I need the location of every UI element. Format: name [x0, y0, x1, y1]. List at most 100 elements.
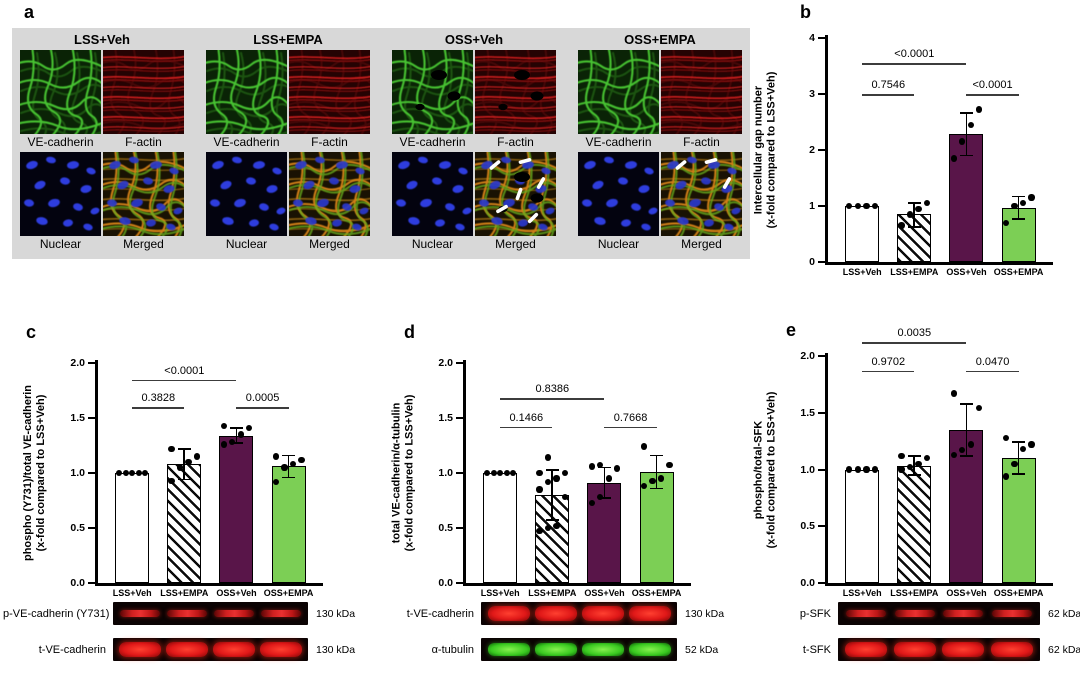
panel-label-a: a — [24, 2, 35, 22]
molecular-weight-label: 130 kDa — [316, 643, 356, 656]
data-point — [561, 469, 569, 477]
error-bar — [183, 448, 186, 480]
significance-bracket — [966, 370, 1019, 373]
x-category-label: LSS+EMPA — [890, 588, 939, 598]
error-bar-cap — [1012, 473, 1026, 475]
error-bar-cap — [959, 402, 973, 405]
bar-chart-phospho-sfk: 0.0035 0.9702 0.0470 0.0 0.5 1.0 1.5 2.0 phospho… — [752, 327, 1053, 598]
y-tick — [456, 582, 463, 584]
blot-band — [212, 642, 255, 657]
tile-row — [20, 152, 184, 236]
y-tick-label: 2 — [809, 144, 815, 156]
channel-label: Nuclear — [411, 237, 454, 251]
x-category-label: OSS+Veh — [946, 588, 987, 598]
data-point — [289, 461, 297, 468]
merged-image — [103, 152, 184, 236]
x-category-label: OSS+Veh — [216, 588, 257, 598]
blot-strip — [481, 602, 677, 625]
blot-band — [991, 610, 1032, 617]
channel-label: F-actin — [683, 135, 720, 149]
error-bar — [965, 403, 968, 456]
data-point — [898, 452, 905, 460]
error-bar — [1017, 442, 1020, 475]
y-tick — [818, 37, 825, 39]
data-point — [597, 494, 604, 501]
channel-label-row: VE-cadherin F-actin — [392, 134, 556, 152]
data-point — [959, 447, 966, 454]
blot-row--tubulin: α-tubulin 52 kDa — [360, 638, 724, 661]
data-point — [1011, 202, 1018, 210]
p-value-label: 0.0470 — [975, 355, 1010, 368]
data-point — [588, 463, 595, 470]
significance-bracket — [500, 398, 605, 400]
molecular-weight-label: 52 kDa — [685, 643, 719, 656]
significance-bracket — [236, 407, 289, 409]
f-actin-image — [103, 50, 184, 134]
data-point — [863, 466, 870, 473]
data-point — [1019, 200, 1027, 207]
y-tick-label: 1.0 — [438, 467, 453, 479]
error-bar — [965, 113, 968, 156]
blot-band — [534, 606, 577, 621]
y-tick — [818, 582, 825, 584]
blot-row-t-sfk: t-SFK 62 kDa — [729, 638, 1080, 661]
y-tick-label: 1.5 — [800, 406, 815, 419]
data-point — [846, 466, 853, 473]
significance-bracket — [862, 370, 915, 373]
y-tick — [818, 355, 825, 357]
p-value-label: <0.0001 — [894, 48, 935, 61]
y-tick — [88, 582, 95, 584]
bar-oss-empa — [271, 466, 306, 583]
error-bar-cap — [229, 442, 243, 445]
y-tick — [88, 362, 95, 364]
blot-label: t-VE-cadherin — [38, 643, 106, 656]
error-bar-cap — [597, 466, 611, 469]
bar-chart-phospho-ve-cadherin: <0.0001 0.3828 0.0005 0.0 0.5 1.0 1.5 2.0 phosph… — [22, 357, 323, 598]
data-point — [298, 456, 305, 463]
data-point — [229, 439, 236, 446]
data-point — [185, 458, 192, 466]
error-bar — [287, 455, 290, 478]
tile-row — [392, 152, 556, 236]
channel-label: Merged — [495, 237, 536, 251]
data-point — [142, 469, 149, 477]
channel-label: Merged — [681, 237, 722, 251]
nuclear-image — [206, 152, 287, 236]
f-actin-image — [661, 50, 742, 134]
data-point — [854, 202, 862, 210]
tile-row — [578, 50, 742, 134]
microscopy-group-oss-empa: OSS+EMPA VE-cadherin F-actin Nuclear Merge… — [578, 30, 742, 257]
channel-label: VE-cadherin — [27, 135, 94, 149]
data-point — [544, 454, 552, 461]
error-bar-cap — [282, 476, 296, 479]
western-blots-d: t-VE-cadherin 130 kDa α-tubulin 52 kDa — [360, 602, 724, 674]
x-axis — [463, 583, 691, 586]
data-point — [1028, 194, 1035, 201]
ve-cadherin-image — [20, 50, 101, 134]
error-bar-cap — [907, 455, 921, 457]
p-value-label: 0.9702 — [871, 355, 906, 368]
data-point — [122, 469, 129, 477]
channel-label: F-actin — [311, 135, 348, 149]
merged-image — [289, 152, 370, 236]
y-axis-label-text: phospho (Y731)/total VE-cadherin (x-fold … — [22, 384, 47, 562]
data-point — [510, 469, 517, 477]
significance-bracket — [132, 379, 237, 382]
error-bar-cap — [545, 519, 559, 522]
y-tick-label: 3 — [809, 88, 815, 100]
x-axis — [95, 583, 323, 586]
y-tick-label: 0.0 — [800, 577, 815, 589]
y-axis-label-text: Intercellular gap number (x-fold compared… — [752, 71, 777, 229]
x-axis — [825, 262, 1053, 265]
microscopy-group-lss-veh: LSS+Veh VE-cadherin F-actin Nuclear Merged — [20, 30, 184, 257]
y-tick — [456, 362, 463, 364]
data-point — [484, 469, 491, 477]
p-value-label: 0.8386 — [535, 383, 570, 396]
significance-bracket — [604, 426, 657, 429]
blot-band — [942, 642, 985, 657]
data-point — [1019, 445, 1027, 453]
x-category-label: OSS+EMPA — [993, 267, 1044, 277]
data-point — [967, 441, 974, 448]
data-point — [544, 478, 552, 485]
tile-row — [578, 152, 742, 236]
